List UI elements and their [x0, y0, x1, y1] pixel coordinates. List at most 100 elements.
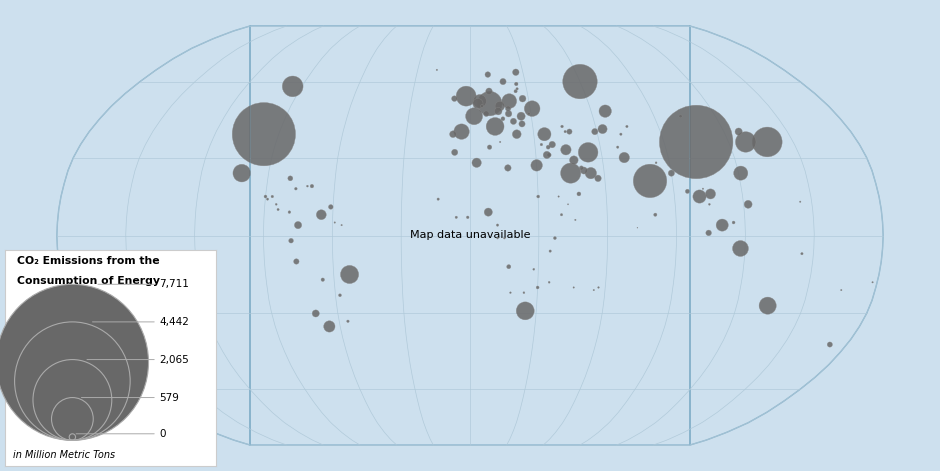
Point — [614, 130, 629, 138]
Point — [555, 123, 570, 130]
Point — [554, 211, 569, 219]
Point — [289, 258, 304, 265]
Point — [680, 187, 695, 195]
Point — [497, 235, 512, 242]
Point — [327, 219, 342, 226]
Point — [469, 159, 484, 167]
Point — [572, 78, 588, 85]
Point — [514, 120, 529, 128]
Point — [446, 95, 462, 102]
Point — [760, 302, 776, 309]
Point — [509, 88, 524, 95]
Point — [590, 175, 605, 182]
Point — [530, 284, 545, 291]
Point — [557, 128, 572, 135]
Text: in Million Metric Tons: in Million Metric Tons — [13, 450, 116, 460]
Point — [482, 100, 497, 107]
Point — [598, 107, 613, 115]
Point — [537, 130, 552, 138]
Point — [581, 148, 596, 156]
Point — [731, 128, 746, 135]
Point — [760, 138, 775, 146]
Point — [714, 221, 729, 229]
Point — [461, 213, 476, 221]
Text: 4,442: 4,442 — [159, 317, 189, 327]
Point — [466, 113, 481, 120]
Point — [692, 193, 707, 200]
Point — [334, 221, 349, 229]
Point — [491, 107, 506, 115]
Point — [509, 85, 525, 93]
Text: CO₂ Emissions from the: CO₂ Emissions from the — [18, 256, 160, 266]
Point — [865, 278, 880, 286]
Point — [300, 182, 315, 190]
Point — [509, 68, 524, 76]
Point — [271, 206, 286, 213]
Point — [562, 128, 577, 135]
Point — [703, 190, 718, 198]
Point — [689, 138, 704, 146]
Point — [726, 219, 741, 226]
Point — [648, 211, 663, 219]
Point — [702, 201, 717, 208]
Point — [269, 201, 284, 208]
Point — [540, 151, 555, 159]
Point — [529, 162, 544, 169]
Point — [516, 289, 531, 296]
Point — [541, 278, 556, 286]
Point — [673, 113, 688, 120]
Point — [531, 193, 546, 200]
Point — [509, 80, 524, 88]
Point — [285, 82, 300, 90]
Point — [481, 88, 496, 95]
Point — [822, 341, 838, 348]
Point — [522, 110, 537, 117]
Point — [568, 216, 583, 224]
Point — [834, 286, 849, 294]
Point — [480, 71, 495, 78]
Point — [733, 245, 748, 252]
Point — [501, 105, 516, 113]
Point — [643, 177, 658, 185]
Point — [696, 185, 711, 193]
Point — [475, 102, 490, 110]
Point — [584, 170, 599, 177]
Point — [472, 97, 487, 105]
Point — [547, 235, 562, 242]
Point — [501, 263, 516, 270]
Point — [495, 115, 510, 122]
Point — [794, 250, 809, 258]
Point — [493, 102, 508, 110]
Point — [595, 125, 610, 133]
Point — [509, 130, 525, 138]
Point — [282, 208, 297, 216]
Point — [566, 156, 581, 164]
Point — [534, 141, 549, 148]
Point — [470, 100, 485, 107]
Point — [572, 190, 587, 198]
Point — [490, 235, 505, 242]
Point — [701, 229, 716, 236]
Point — [610, 143, 625, 151]
Point — [283, 175, 298, 182]
Point — [284, 237, 299, 244]
Point — [566, 284, 581, 291]
Point — [526, 266, 541, 273]
Point — [333, 292, 348, 299]
Point — [342, 271, 357, 278]
Text: 0: 0 — [159, 429, 165, 439]
Point — [323, 203, 338, 211]
Point — [480, 208, 495, 216]
Point — [587, 286, 602, 294]
Point — [664, 170, 679, 177]
Point — [649, 159, 664, 167]
Point — [431, 195, 446, 203]
Point — [542, 247, 557, 255]
Text: Consumption of Energy: Consumption of Energy — [18, 276, 161, 285]
Point — [258, 193, 273, 200]
Point — [560, 201, 575, 208]
Point — [488, 123, 503, 130]
Point — [588, 128, 603, 135]
Point — [454, 128, 469, 135]
Point — [513, 113, 528, 120]
